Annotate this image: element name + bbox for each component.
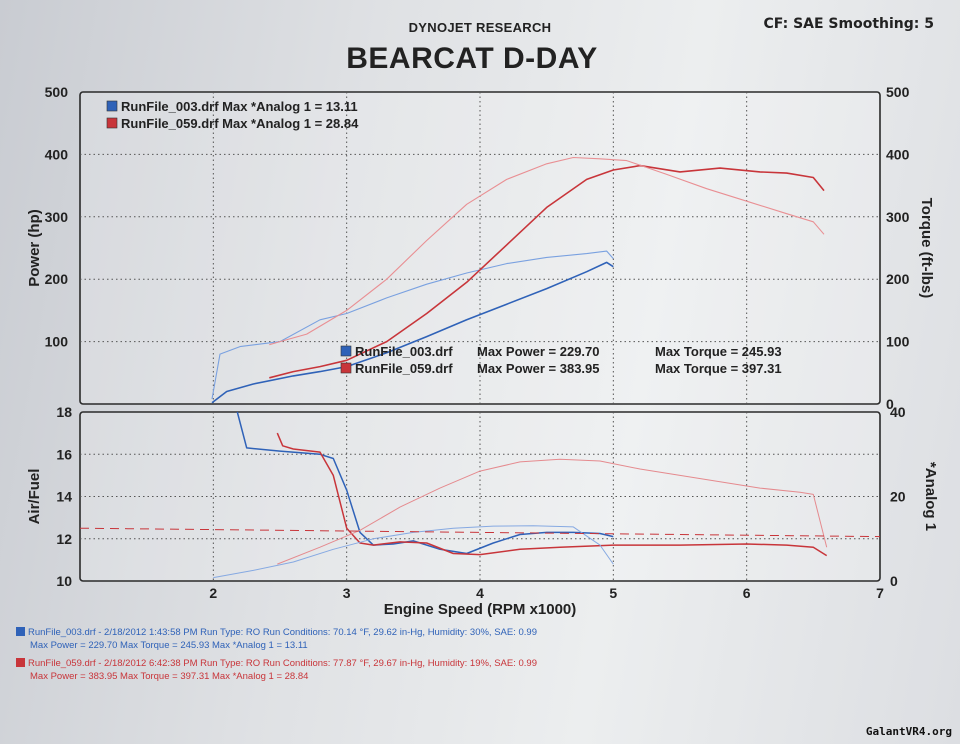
legend-entry-0: RunFile_003.drf Max *Analog 1 = 13.11: [121, 99, 358, 114]
annotation-swatch-icon-1: [340, 362, 352, 374]
bottom-series-line-2: [213, 525, 614, 579]
top-series-line-3: [269, 156, 825, 346]
x-tick-label-3: 5: [609, 585, 617, 601]
top-right-tick-label-1: 100: [886, 334, 910, 350]
bottom-series-line-3: [277, 458, 828, 565]
footer-run-059-line2: Max Power = 383.95 Max Torque = 397.31 M…: [30, 671, 309, 682]
annotation-max-torque-1: Max Torque = 397.31: [655, 361, 782, 376]
x-tick-label-4: 6: [743, 585, 751, 601]
correction-factor-label: CF: SAE Smoothing: 5: [763, 16, 934, 32]
annotation-file-1: RunFile_059.drf: [355, 361, 453, 376]
top-series-line-1: [211, 250, 614, 400]
legend-entry-1: RunFile_059.drf Max *Analog 1 = 28.84: [121, 116, 359, 131]
top-right-axis-label: Torque (ft-lbs): [918, 198, 935, 299]
bottom-left-tick-label-4: 18: [56, 404, 72, 420]
top-right-tick-label-5: 500: [886, 84, 910, 100]
top-right-tick-label-0: 0: [886, 396, 894, 412]
x-axis-label: Engine Speed (RPM x1000): [384, 601, 577, 618]
bottom-right-tick-label-1: 20: [890, 489, 906, 505]
bottom-left-tick-label-1: 12: [56, 531, 72, 547]
annotation-max-torque-0: Max Torque = 245.93: [655, 344, 782, 359]
annotation-max-power-1: Max Power = 383.95: [477, 361, 600, 376]
x-tick-label-5: 7: [876, 585, 884, 601]
bottom-left-axis-label: Air/Fuel: [26, 469, 43, 525]
top-left-tick-label-0: 100: [45, 334, 69, 350]
footer-run-059-line1: RunFile_059.drf - 2/18/2012 6:42:38 PM R…: [16, 658, 537, 669]
legend-swatch-icon-1: [106, 117, 118, 129]
footer-run-003-line2: Max Power = 229.70 Max Torque = 245.93 M…: [30, 640, 308, 651]
bottom-right-tick-label-0: 0: [890, 573, 898, 589]
top-series-line-0: [211, 261, 614, 404]
top-left-axis-label: Power (hp): [26, 209, 43, 287]
x-tick-label-0: 2: [209, 585, 217, 601]
annotation-swatch-icon-0: [340, 345, 352, 357]
annotation-max-power-0: Max Power = 229.70: [477, 344, 600, 359]
top-right-tick-label-2: 200: [886, 271, 910, 287]
watermark: GalantVR4.org: [865, 725, 952, 738]
bottom-right-tick-label-2: 40: [890, 404, 906, 420]
run-059-swatch-icon: [16, 658, 25, 667]
legend-swatch-icon-0: [106, 100, 118, 112]
top-series-line-2: [269, 164, 825, 379]
bottom-left-tick-label-2: 14: [56, 489, 72, 505]
bottom-left-tick-label-0: 10: [56, 573, 72, 589]
top-left-tick-label-3: 400: [45, 146, 69, 162]
top-right-tick-label-3: 300: [886, 209, 910, 225]
annotation-file-0: RunFile_003.drf: [355, 344, 453, 359]
run-003-swatch-icon: [16, 627, 25, 636]
x-tick-label-1: 3: [343, 585, 351, 601]
bottom-left-tick-label-3: 16: [56, 446, 72, 462]
bottom-reference-line-0: [79, 527, 881, 538]
top-right-tick-label-4: 400: [886, 146, 910, 162]
top-left-tick-label-1: 200: [45, 271, 69, 287]
top-left-tick-label-4: 500: [45, 84, 69, 100]
bottom-series-line-1: [276, 432, 828, 557]
bottom-right-axis-label: *Analog 1: [922, 462, 939, 531]
footer-run-003-line1: RunFile_003.drf - 2/18/2012 1:43:58 PM R…: [16, 627, 537, 638]
x-tick-label-2: 4: [476, 585, 484, 601]
chart-title: BEARCAT D-DAY: [346, 42, 598, 75]
company-name: DYNOJET RESEARCH: [408, 20, 552, 35]
top-left-tick-label-2: 300: [45, 209, 69, 225]
